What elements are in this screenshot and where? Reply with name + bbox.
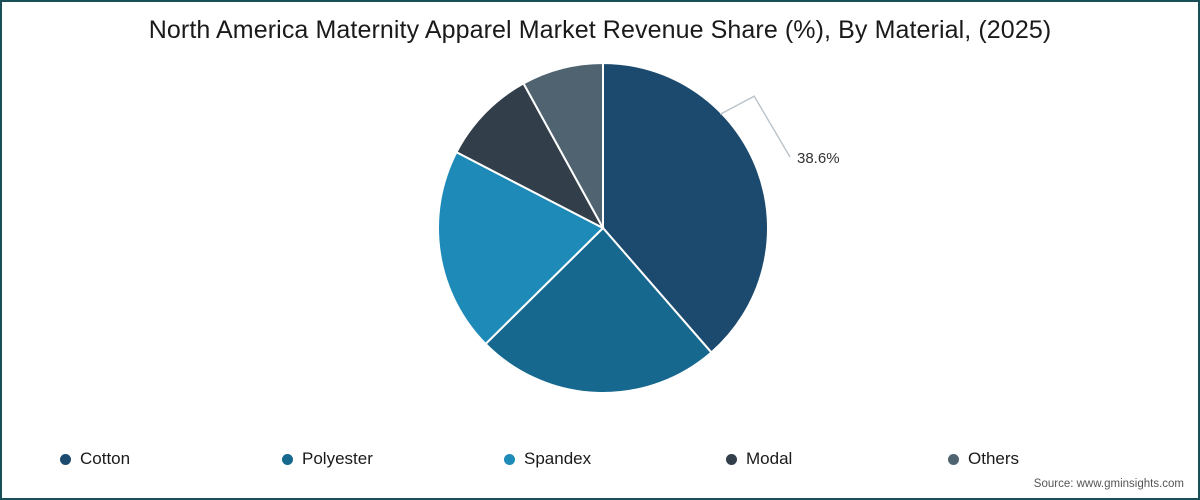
- legend-item-others[interactable]: Others: [948, 449, 1019, 469]
- pie-slices: [437, 61, 769, 394]
- legend-label: Cotton: [80, 449, 131, 468]
- legend-label: Polyester: [302, 449, 373, 468]
- pie-slice-cotton[interactable]: [602, 61, 769, 354]
- legend-label: Spandex: [524, 449, 592, 468]
- legend-item-polyester[interactable]: Polyester: [282, 449, 504, 469]
- legend-item-spandex[interactable]: Spandex: [504, 449, 726, 469]
- legend-item-cotton[interactable]: Cotton: [60, 449, 282, 469]
- page-title: North America Maternity Apparel Market R…: [148, 16, 1052, 44]
- data-label-leader-line: [719, 95, 791, 158]
- legend-swatch-icon: [282, 453, 293, 465]
- source-attribution: Source: www.gminsights.com: [1033, 478, 1184, 490]
- legend-label: Others: [968, 449, 1020, 468]
- legend-swatch-icon: [948, 453, 959, 465]
- legend-item-modal[interactable]: Modal: [726, 449, 948, 469]
- legend-swatch-icon: [504, 453, 515, 465]
- pie-slice-spandex[interactable]: [437, 150, 605, 346]
- pie-chart-plot-area: 38.6%: [2, 47, 1198, 417]
- pie-slice-modal[interactable]: [455, 82, 606, 231]
- legend-swatch-icon: [60, 453, 71, 465]
- pie-slice-others[interactable]: [522, 61, 604, 229]
- legend-label: Modal: [746, 449, 793, 468]
- pie-chart-svg: 38.6%: [437, 61, 840, 394]
- data-label-cotton: 38.6%: [797, 150, 840, 167]
- legend-swatch-icon: [726, 453, 737, 465]
- chart-legend: Cotton Polyester Spandex Modal Others: [60, 445, 1060, 473]
- pie-slice-polyester[interactable]: [484, 226, 713, 394]
